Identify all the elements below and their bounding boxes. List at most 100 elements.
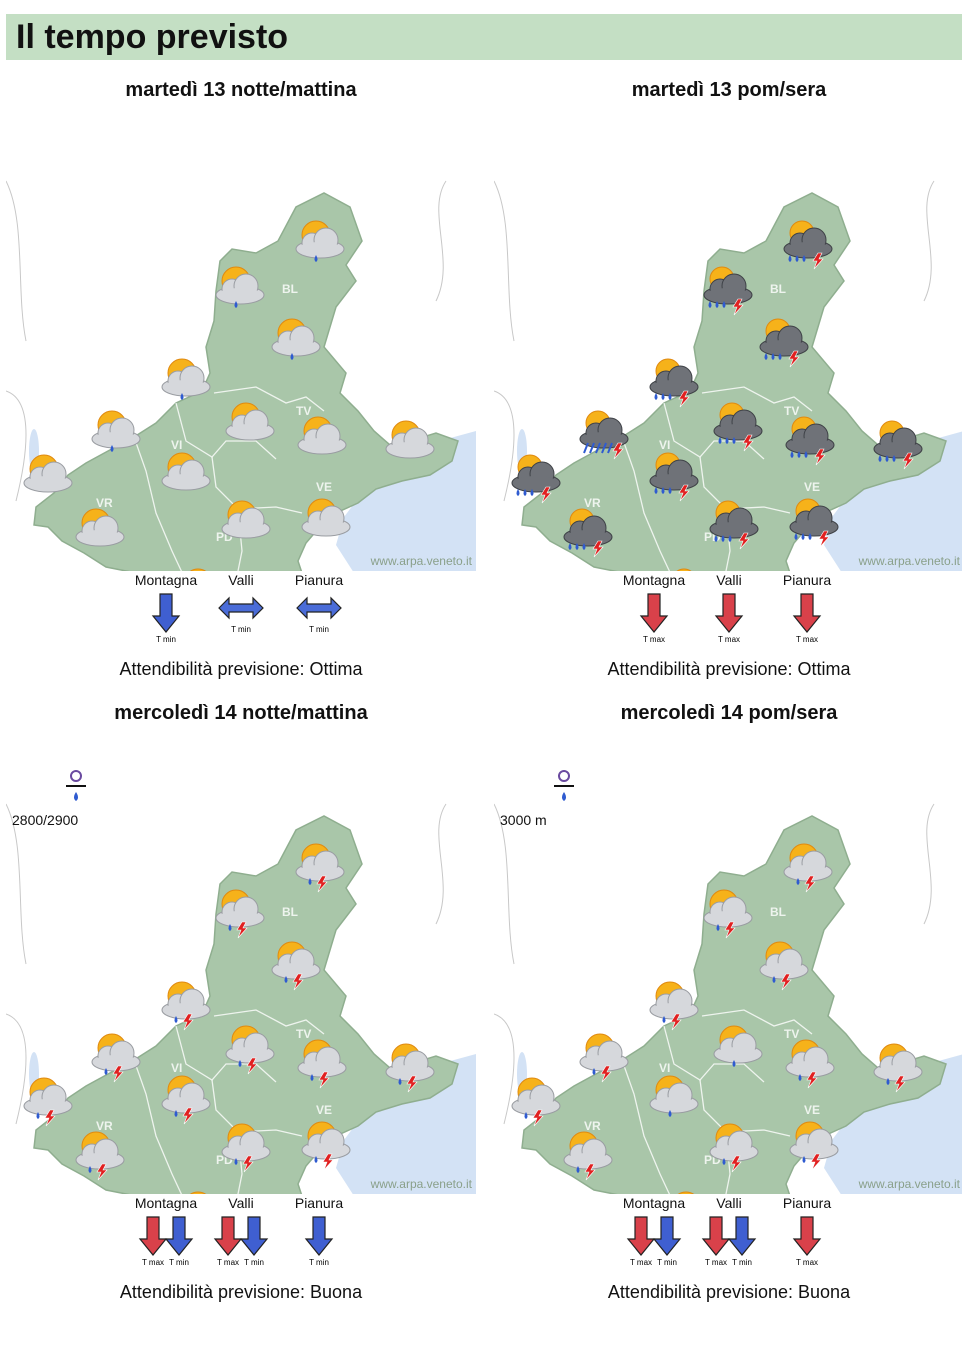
weather-icon-storm (563, 508, 613, 558)
weather-icon-sun-storm (161, 1075, 211, 1125)
temp-arrows-montagna: T max (609, 590, 699, 652)
temp-label: T max (142, 1258, 164, 1267)
temperature-trends: Montagna T min Valli T min Pianura T min (6, 572, 476, 652)
weather-icon-sun-storm (221, 1123, 271, 1173)
weather-icon-sun-storm (295, 843, 345, 893)
weather-icon-storm (511, 454, 561, 504)
province-label: BL (770, 282, 786, 296)
tmin-arrow-icon: T min (164, 1216, 194, 1267)
weather-icon-sun-storm (785, 1039, 835, 1089)
temp-arrows-pianura: T min (274, 1213, 364, 1275)
reliability-text: Attendibilità previsione: Ottima (607, 659, 851, 679)
weather-icon-sun-storm (873, 1043, 923, 1093)
province-label: VI (659, 1061, 670, 1075)
tmax-arrow-icon: T max (701, 1216, 731, 1267)
tmin-arrow-icon: T min (239, 1216, 269, 1267)
watermark: www.arpa.veneto.it (858, 554, 961, 568)
province-label: BL (770, 905, 786, 919)
freezing-level-label: 3000 m (500, 812, 547, 828)
weather-icon-storm (759, 318, 809, 368)
weather-icon-storm (789, 498, 839, 548)
temp-arrows-valli: T max T min (196, 1213, 286, 1275)
temp-label: T min (309, 625, 329, 634)
tmin-arrow-icon: T min (652, 1216, 682, 1267)
reliability-text: Attendibilità previsione: Buona (607, 1282, 851, 1302)
tmin-arrow-icon: T min (727, 1216, 757, 1267)
weather-icon-sun-storm (297, 1039, 347, 1089)
temp-arrows-valli: T max T min (684, 1213, 774, 1275)
weather-icon-storm (676, 568, 692, 571)
temp-label: T max (643, 635, 665, 644)
tmin-arrow-icon: T min (304, 1216, 334, 1267)
weather-icon-sun-drizzle (271, 318, 321, 360)
temp-label: T min (244, 1258, 264, 1267)
province-label: VI (171, 1061, 182, 1075)
province-label: TV (784, 404, 799, 418)
weather-icon-sun-storm (385, 1043, 435, 1093)
zone-label-pianura: Pianura (782, 572, 832, 588)
weather-icon-storm (713, 402, 763, 452)
province-label: VR (584, 1119, 601, 1133)
province-label: VE (804, 480, 820, 494)
temp-arrows-montagna: T max T min (609, 1213, 699, 1275)
weather-icon-sun-cloud (225, 402, 275, 441)
tmax-arrow-icon: T max (792, 593, 822, 644)
weather-icon-sun-storm (271, 941, 321, 991)
temp-arrows-montagna: T min (121, 590, 211, 652)
weather-icon-sun-storm (215, 889, 265, 939)
zone-label-valli: Valli (716, 1195, 742, 1211)
weather-icon-sun-cloud (301, 498, 351, 537)
weather-icon-sun-storm (189, 1191, 207, 1194)
province-label: VR (96, 1119, 113, 1133)
province-label: TV (296, 404, 311, 418)
forecast-panel: martedì 13 pom/seraBLTVVIVRPDVEROwww.arp… (494, 77, 962, 687)
weather-icon-sun-storm (161, 981, 211, 1031)
watermark: www.arpa.veneto.it (370, 554, 473, 568)
weather-icon-storm-heavy (579, 410, 629, 460)
forecast-map: BLTVVIVRPDVEROwww.arpa.veneto.it (494, 101, 962, 571)
temp-label: T min (156, 635, 176, 644)
temp-arrows-pianura: T max (762, 590, 852, 652)
tmax-arrow-icon: T max (138, 1216, 168, 1267)
zone-label-pianura: Pianura (782, 1195, 832, 1211)
tmax-arrow-icon: T max (639, 593, 669, 644)
weather-icon-sun-storm (91, 1033, 141, 1083)
weather-icon-storm (649, 358, 699, 408)
weather-icon-sun-drizzle (161, 358, 211, 400)
temp-arrows-valli: T max (684, 590, 774, 652)
temperature-trends: Montagna T max Valli T max Pianura T max (494, 572, 962, 652)
freezing-level-icon (552, 768, 576, 808)
weather-icon-sun-drizzle (295, 220, 345, 262)
freezing-level-label: 2800/2900 (12, 812, 79, 828)
temp-label: T min (657, 1258, 677, 1267)
weather-icon-sun-cloud (385, 420, 435, 459)
temp-label: T min (732, 1258, 752, 1267)
tmax-arrow-icon: T max (714, 593, 744, 644)
weather-icon-sun-storm (301, 1121, 351, 1171)
temp-label: T min (169, 1258, 189, 1267)
freezing-level-icon (64, 768, 88, 808)
zone-label-pianura: Pianura (294, 1195, 344, 1211)
province-label: VE (316, 480, 332, 494)
page-title: Il tempo previsto (16, 18, 289, 56)
weather-icon-sun-storm (23, 1077, 73, 1127)
weather-icon-sun-storm (75, 1131, 125, 1181)
weather-icon-sun-cloud (297, 416, 347, 455)
panel-title: martedì 13 notte/mattina (125, 79, 357, 101)
reliability-text: Attendibilità previsione: Buona (119, 1282, 363, 1302)
temp-label: T min (231, 625, 251, 634)
weather-icon-sun-storm (759, 941, 809, 991)
weather-icon-sun-storm (649, 981, 699, 1031)
tmax-arrow-icon: T max (213, 1216, 243, 1267)
province-label: VR (584, 496, 601, 510)
temp-label: T max (705, 1258, 727, 1267)
weather-icon-storm (649, 452, 699, 502)
panel-title: mercoledì 14 notte/mattina (114, 702, 368, 724)
province-label: VI (659, 438, 670, 452)
tmin-arrow-icon: T min (296, 596, 342, 634)
weather-icon-sun-storm (783, 843, 833, 893)
temperature-trends: Montagna T max T min Valli T max T min Pianura… (6, 1195, 476, 1275)
weather-icon-sun-storm (677, 1191, 695, 1194)
weather-icon-storm (785, 416, 835, 466)
